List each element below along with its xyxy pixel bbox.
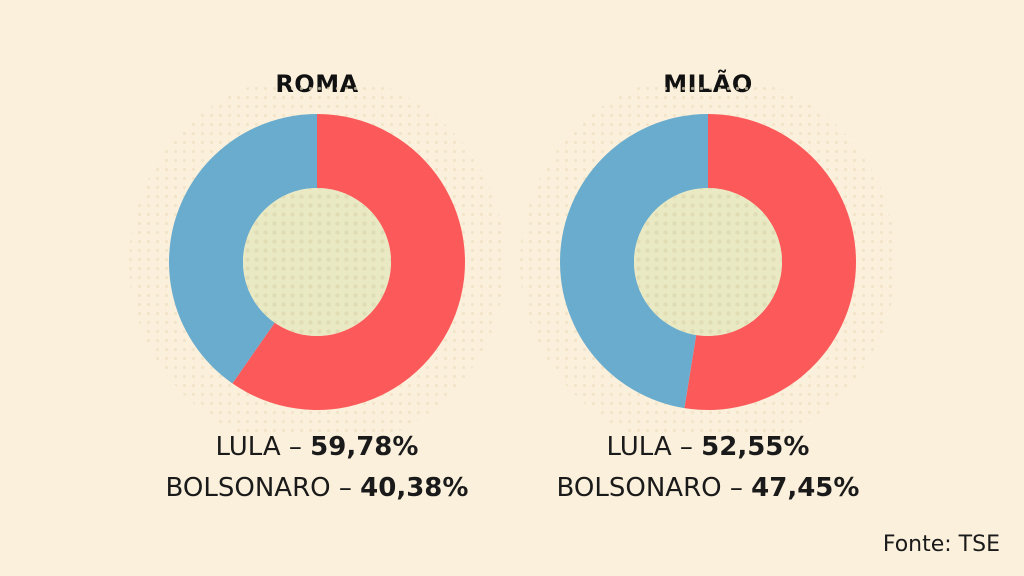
value-lula-roma: 59,78%	[310, 432, 419, 462]
legend-bolsonaro-milao: BOLSONARO – 47,45%	[508, 473, 908, 503]
chart-roma: ROMA LULA – 59,78% BOLSONARO – 40,38%	[117, 0, 517, 576]
legend-bolsonaro-roma: BOLSONARO – 40,38%	[117, 473, 517, 503]
donut-center-dots	[243, 188, 391, 336]
value-lula-milao: 52,55%	[701, 432, 810, 462]
source-note: Fonte: TSE	[882, 532, 1000, 557]
donut-roma	[129, 84, 505, 434]
series-name-bolsonaro: BOLSONARO	[165, 473, 331, 503]
separator: –	[338, 473, 352, 503]
slice-lula	[232, 114, 466, 410]
value-bolsonaro-roma: 40,38%	[360, 473, 469, 503]
separator: –	[729, 473, 743, 503]
chart-milao: MILÃO LULA – 52,55% BOLSONARO – 47,45%	[508, 0, 908, 576]
legend-lula-roma: LULA – 59,78%	[117, 432, 517, 462]
slice-bolsonaro	[559, 114, 708, 409]
donut-milao	[520, 84, 896, 434]
separator: –	[679, 432, 693, 462]
series-name-bolsonaro: BOLSONARO	[556, 473, 722, 503]
slice-bolsonaro	[169, 114, 317, 384]
separator: –	[288, 432, 302, 462]
donut-center-dots	[634, 188, 782, 336]
series-name-lula: LULA	[606, 432, 672, 462]
series-name-lula: LULA	[215, 432, 281, 462]
value-bolsonaro-milao: 47,45%	[751, 473, 860, 503]
slice-lula	[684, 114, 856, 410]
legend-lula-milao: LULA – 52,55%	[508, 432, 908, 462]
